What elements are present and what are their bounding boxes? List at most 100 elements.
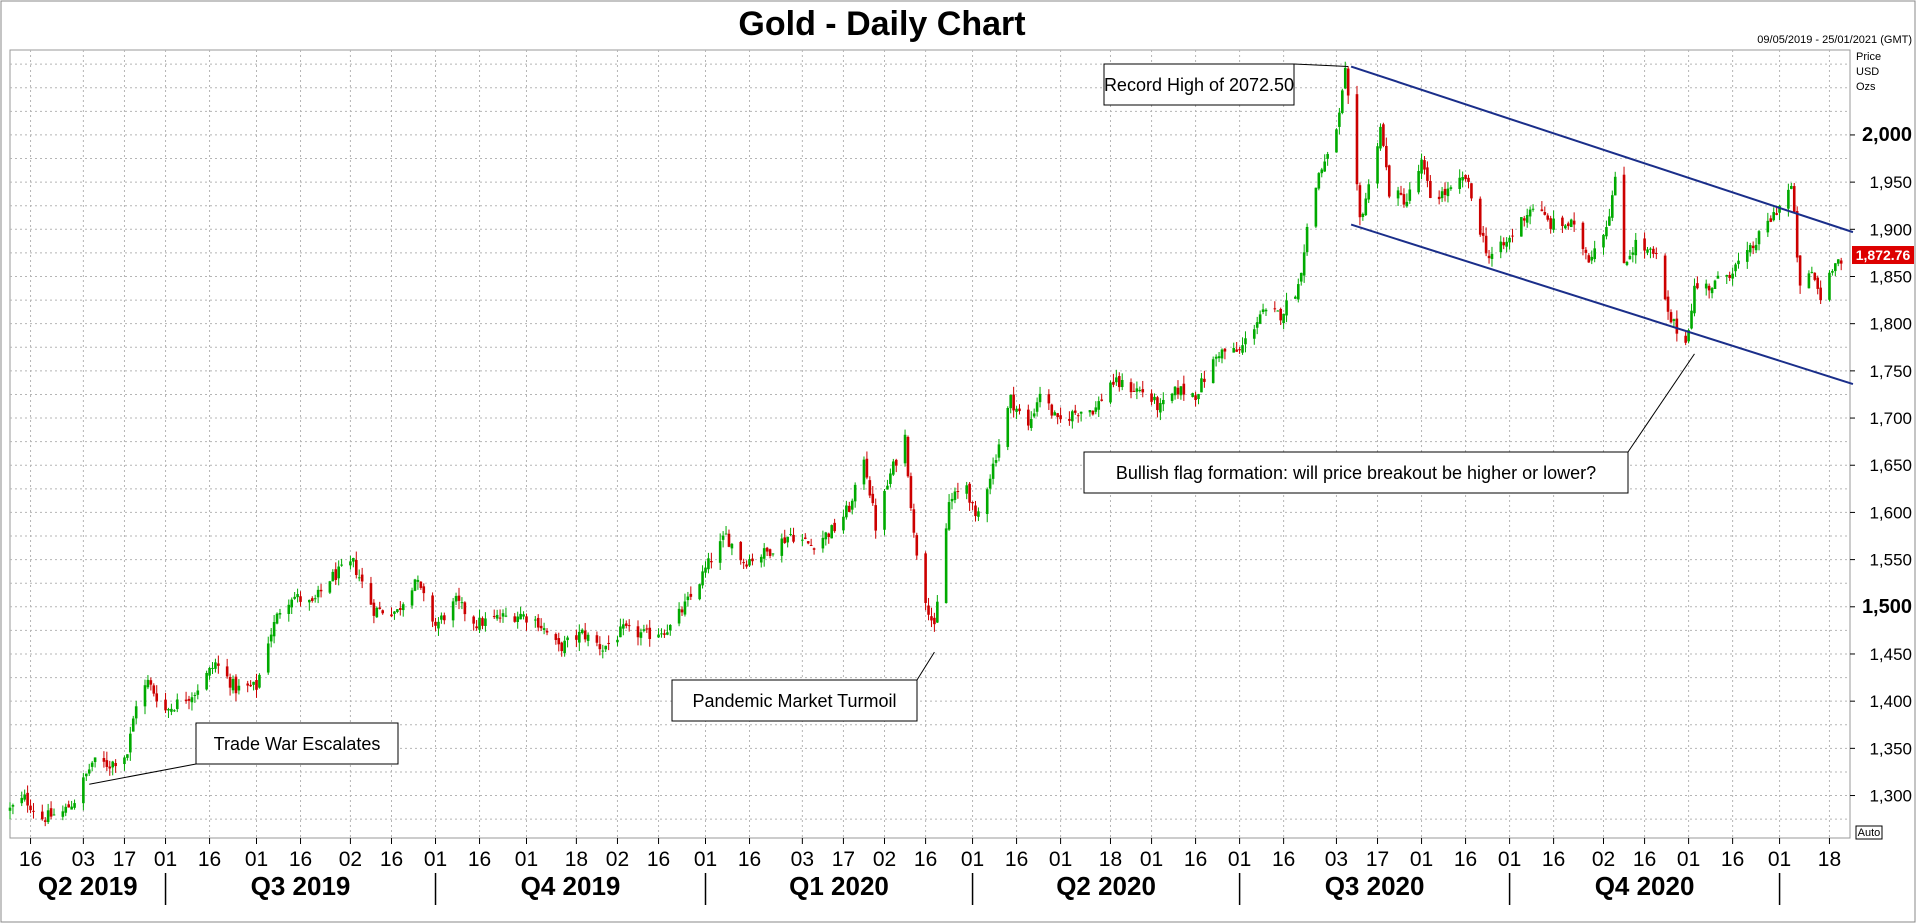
candle-body	[519, 613, 522, 620]
candle-body	[742, 562, 745, 564]
candle-body	[944, 528, 948, 603]
candle-body	[906, 436, 910, 477]
candle-body	[1464, 174, 1467, 180]
candle-body	[498, 617, 502, 619]
price-unit-label: USD	[1856, 66, 1879, 78]
y-tick-label: 1,500	[1862, 596, 1912, 618]
x-tick-label: 01	[424, 848, 447, 871]
candle-body	[266, 643, 270, 673]
candle-body	[806, 541, 810, 544]
candle-body	[1813, 272, 1817, 280]
candle-body	[478, 617, 481, 630]
candle-body	[598, 644, 602, 650]
x-tick-label: 17	[113, 848, 136, 871]
candle-body	[331, 571, 335, 582]
x-tick-label: 16	[647, 848, 670, 871]
candle-body	[164, 699, 167, 711]
candle-body	[1646, 249, 1649, 253]
candle-body	[1798, 255, 1802, 286]
candle-body	[1235, 349, 1238, 352]
candle-body	[23, 794, 26, 800]
candle-body	[580, 629, 584, 634]
candle-body	[827, 533, 831, 538]
candle-body	[1693, 285, 1696, 314]
candle-body	[1150, 393, 1153, 402]
quarter-label: Q3 2019	[251, 871, 351, 901]
candle-body	[950, 498, 954, 502]
candle-body	[1584, 249, 1588, 253]
candle-body	[953, 491, 957, 500]
candle-body	[701, 571, 704, 586]
candle-body	[1132, 390, 1136, 392]
candle-body	[1622, 174, 1626, 263]
candle-body	[1355, 94, 1359, 185]
candle-body	[1420, 159, 1423, 174]
x-tick-label: 16	[468, 848, 491, 871]
candle-body	[149, 680, 153, 685]
y-tick-label: 1,550	[1869, 551, 1912, 570]
candle-body	[11, 805, 15, 807]
candle-body	[501, 613, 505, 617]
candle-body	[231, 678, 235, 691]
candle-body	[1669, 312, 1673, 323]
annotation-text: Pandemic Market Turmoil	[692, 691, 896, 711]
candle-body	[1787, 189, 1790, 209]
candle-body	[1285, 300, 1288, 316]
candle-body	[830, 525, 833, 539]
candle-body	[1461, 177, 1464, 181]
channel-line-upper	[1350, 65, 1854, 234]
candle-body	[1346, 68, 1350, 96]
candle-body	[1663, 255, 1667, 300]
y-tick-label: 2,000	[1862, 124, 1912, 146]
candle-body	[1182, 383, 1186, 395]
annotation-box	[1083, 451, 1629, 494]
candle-body	[563, 640, 566, 654]
candle-body	[616, 639, 619, 643]
candle-body	[1531, 208, 1535, 210]
x-axis: 16 03 17 01 16 01 16 02 16 01 16 01 18 02 16 01 16 03 17 02…	[19, 838, 1841, 905]
candle-body	[988, 478, 992, 489]
candle-body	[1264, 309, 1268, 312]
candle-body	[1097, 401, 1101, 410]
candle-body	[64, 806, 68, 813]
y-tick-label: 1,600	[1869, 503, 1912, 522]
candle-body	[296, 594, 299, 598]
candle-body	[234, 676, 238, 694]
candle-body	[378, 607, 382, 609]
candle-body	[783, 537, 787, 543]
candle-body	[1385, 145, 1388, 168]
candle-body	[437, 621, 440, 629]
candle-body	[1276, 310, 1280, 312]
candle-body	[883, 490, 886, 530]
candle-body	[812, 548, 816, 550]
candle-body	[1634, 239, 1638, 256]
candle-body	[1684, 335, 1687, 343]
candle-body	[146, 679, 150, 688]
candle-body	[1704, 283, 1708, 289]
candle-body	[801, 539, 804, 541]
candle-body	[1402, 194, 1406, 205]
candle-body	[1197, 394, 1200, 400]
candle-body	[43, 820, 47, 822]
candle-body	[1628, 255, 1632, 260]
candle-body	[1217, 356, 1221, 359]
candle-body	[1502, 242, 1506, 246]
candle-body	[1672, 319, 1676, 321]
candle-body	[1317, 173, 1321, 189]
candle-body	[1731, 273, 1734, 279]
candle-body	[155, 693, 159, 702]
candle-body	[1687, 330, 1690, 342]
candle-body	[1836, 259, 1840, 264]
candle-body	[894, 459, 898, 466]
candle-body	[1528, 209, 1532, 217]
quarter-label: Q2 2020	[1056, 871, 1156, 901]
candle-body	[533, 619, 537, 621]
candle-body	[1696, 283, 1699, 289]
candle-body	[1745, 250, 1749, 262]
candle-body	[1170, 393, 1174, 401]
candle-body	[1296, 284, 1300, 300]
candle-body	[1071, 411, 1074, 422]
candle-body	[26, 792, 29, 806]
x-tick-label: 01	[1410, 848, 1433, 871]
candle-body	[375, 607, 379, 618]
